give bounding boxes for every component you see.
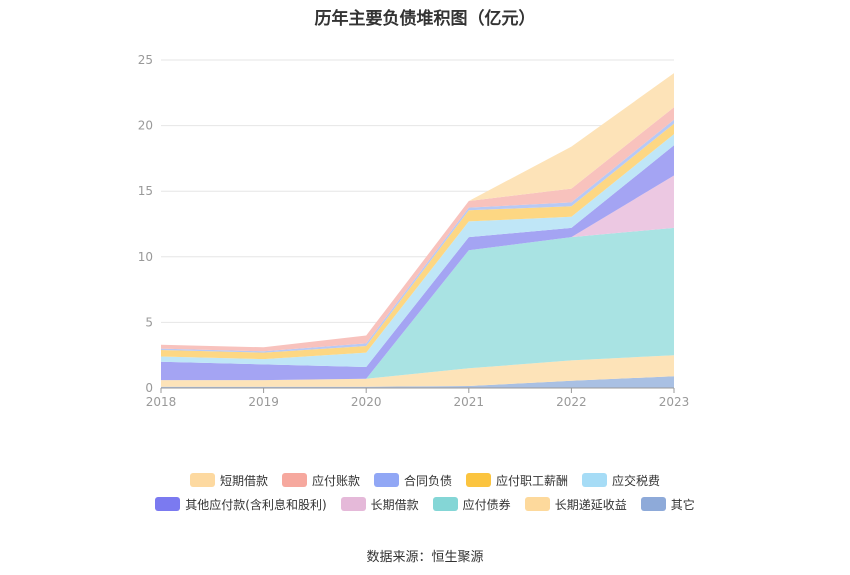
legend-item[interactable]: 其他应付款(含利息和股利) (155, 496, 327, 513)
legend-swatch (582, 473, 608, 487)
legend-swatch (340, 497, 366, 511)
legend-row: 短期借款 应付账款 合同负债 应付职工薪酬 应交税费 (0, 468, 850, 492)
legend-label: 短期借款 (219, 473, 268, 488)
x-tick-label: 2018 (146, 395, 177, 409)
legend-item[interactable]: 应付职工薪酬 (466, 472, 568, 489)
data-source: 数据来源：恒生聚源 (366, 550, 484, 565)
legend: 短期借款 应付账款 合同负债 应付职工薪酬 应交税费其他应付款(含利息和股利) 长期借款 应… (0, 468, 850, 516)
chart-title: 历年主要负债堆积图（亿元） (314, 9, 536, 29)
axes: 2018 2019 2020 2021 2022 2023 (146, 387, 690, 409)
area-应付债券 (161, 227, 674, 381)
legend-item[interactable]: 应交税费 (582, 472, 660, 489)
area-其它 (161, 376, 674, 388)
stacked-area-chart: 0 5 10 15 20 25 2018 2019 2020 2021 2022 2023 (138, 53, 690, 409)
legend-label: 其他应付款(含利息和股利) (185, 497, 327, 512)
legend-item[interactable]: 合同负债 (373, 472, 452, 489)
legend-swatch (466, 473, 491, 487)
legend-swatch (373, 473, 399, 487)
legend-item[interactable]: 应付账款 (281, 472, 360, 489)
legend-label: 应付债券 (462, 497, 511, 512)
legend-label: 合同负债 (403, 473, 452, 488)
y-tick-label: 20 (138, 119, 153, 133)
legend-swatch (189, 473, 215, 487)
legend-item[interactable]: 长期递延收益 (524, 496, 627, 513)
x-tick-label: 2022 (556, 395, 587, 409)
legend-swatch (155, 497, 181, 511)
legend-item[interactable]: 短期借款 (189, 472, 268, 489)
legend-item[interactable]: 其它 (640, 496, 695, 513)
y-tick-label: 10 (138, 250, 153, 264)
y-tick-label: 5 (145, 315, 153, 329)
legend-item[interactable]: 应付债券 (432, 496, 511, 513)
area-长期递延收益 (161, 355, 674, 387)
area-series (161, 73, 674, 388)
legend-swatch (432, 497, 458, 511)
legend-item[interactable]: 长期借款 (340, 496, 419, 513)
legend-label: 长期借款 (370, 497, 419, 512)
x-tick-label: 2019 (248, 395, 279, 409)
x-tick-label: 2023 (659, 395, 690, 409)
legend-swatch (281, 473, 307, 487)
y-tick-label: 0 (145, 381, 153, 395)
legend-label: 应交税费 (612, 473, 661, 488)
legend-label: 其它 (670, 497, 695, 512)
legend-label: 长期递延收益 (554, 497, 627, 512)
legend-swatch (640, 497, 666, 511)
y-tick-label: 25 (138, 53, 153, 67)
legend-label: 应付职工薪酬 (496, 473, 569, 488)
x-tick-label: 2021 (454, 395, 485, 409)
y-tick-label: 15 (138, 184, 153, 198)
legend-label: 应付账款 (311, 473, 360, 488)
legend-swatch (524, 497, 550, 511)
legend-row: 其他应付款(含利息和股利) 长期借款 应付债券 长期递延收益 其它 (0, 492, 850, 516)
x-tick-label: 2020 (351, 395, 382, 409)
